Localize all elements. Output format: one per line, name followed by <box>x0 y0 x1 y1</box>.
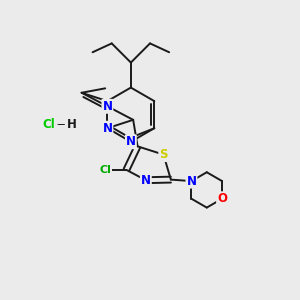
Text: O: O <box>217 192 227 205</box>
Text: S: S <box>159 148 168 161</box>
Text: N: N <box>141 174 151 187</box>
Text: N: N <box>126 135 136 148</box>
Text: N: N <box>187 175 196 188</box>
Text: ‒: ‒ <box>57 118 65 131</box>
Text: H: H <box>66 118 76 131</box>
Text: N: N <box>102 100 112 113</box>
Text: Cl: Cl <box>99 165 111 175</box>
Text: N: N <box>102 122 112 135</box>
Text: Cl: Cl <box>42 118 55 131</box>
